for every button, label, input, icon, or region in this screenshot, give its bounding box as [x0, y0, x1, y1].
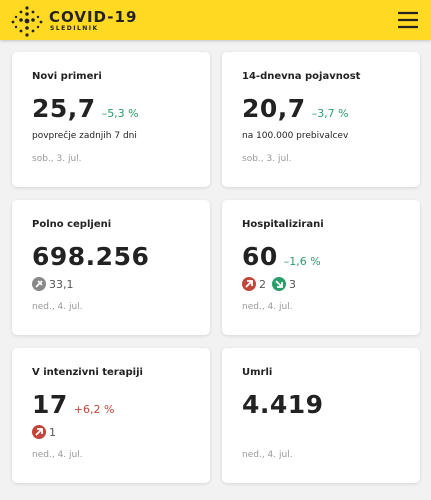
badge: 2: [242, 277, 266, 291]
card-note: na 100.000 prebivalcev: [242, 131, 349, 141]
card-title: Polno cepljeni: [32, 219, 112, 230]
card-value: 60: [242, 242, 278, 271]
card-title: Umrli: [242, 367, 273, 378]
badge-text: 2: [259, 277, 266, 291]
badge: 33,1: [32, 277, 74, 291]
header-graphics: [11, 6, 418, 37]
badge-icon: [272, 277, 286, 291]
change: +6,2 %: [73, 403, 115, 416]
change: –1,6 %: [283, 255, 321, 268]
badge: 3: [272, 277, 296, 291]
badges: 33,1: [32, 277, 74, 291]
value-row: 698.256: [32, 242, 149, 271]
value-row: 4.419: [242, 390, 324, 419]
stat-card: Novi primeri 25,7 –5,3 % povprečje zadnjih …: [12, 52, 210, 187]
badges: 1: [32, 425, 56, 439]
change: –3,7 %: [311, 107, 349, 120]
card-date: ned., 4. jul.: [32, 302, 83, 312]
card-title: Novi primeri: [32, 71, 102, 82]
badge: 1: [32, 425, 56, 439]
value-row: 20,7 –3,7 %: [242, 94, 349, 123]
card-title: V intenzivni terapiji: [32, 367, 143, 378]
stat-card: Umrli 4.419 ned., 4. jul.: [222, 348, 420, 483]
stat-card: V intenzivni terapiji 17 +6,2 % 1 ned., 4. j…: [12, 348, 210, 483]
badge-text: 1: [49, 425, 56, 439]
change: –5,3 %: [101, 107, 139, 120]
menu-icon[interactable]: [398, 11, 418, 29]
value-row: 60 –1,6 %: [242, 242, 321, 271]
card-value: 4.419: [242, 390, 324, 419]
badge-icon: [242, 277, 256, 291]
stat-card: Polno cepljeni 698.256 33,1 ned., 4. jul.: [12, 200, 210, 335]
stat-card: 14-dnevna pojavnost 20,7 –3,7 % na 100.000 …: [222, 52, 420, 187]
card-value: 25,7: [32, 94, 96, 123]
card-value: 20,7: [242, 94, 306, 123]
badge-icon: [32, 277, 46, 291]
app-subtitle: SLEDILNIK: [50, 25, 99, 32]
card-date: sob., 3. jul.: [242, 154, 292, 164]
card-date: ned., 4. jul.: [242, 302, 293, 312]
value-row: 25,7 –5,3 %: [32, 94, 139, 123]
card-date: sob., 3. jul.: [32, 154, 82, 164]
card-date: ned., 4. jul.: [32, 450, 83, 460]
card-title: 14-dnevna pojavnost: [242, 71, 361, 82]
card-date: ned., 4. jul.: [242, 450, 293, 460]
logo-icon: [11, 6, 43, 37]
app-title: COVID-19: [49, 8, 138, 26]
card-title: Hospitalizirani: [242, 219, 324, 230]
badge-text: 3: [289, 277, 296, 291]
badge-text: 33,1: [49, 277, 74, 291]
value-row: 17 +6,2 %: [32, 390, 114, 419]
badge-icon: [32, 425, 46, 439]
card-value: 17: [32, 390, 68, 419]
card-note: povprečje zadnjih 7 dni: [32, 131, 137, 141]
stat-card: Hospitalizirani 60 –1,6 % 2 3 ned., 4. jul.: [222, 200, 420, 335]
card-value: 698.256: [32, 242, 150, 271]
header: COVID-19 SLEDILNIK: [0, 0, 431, 40]
